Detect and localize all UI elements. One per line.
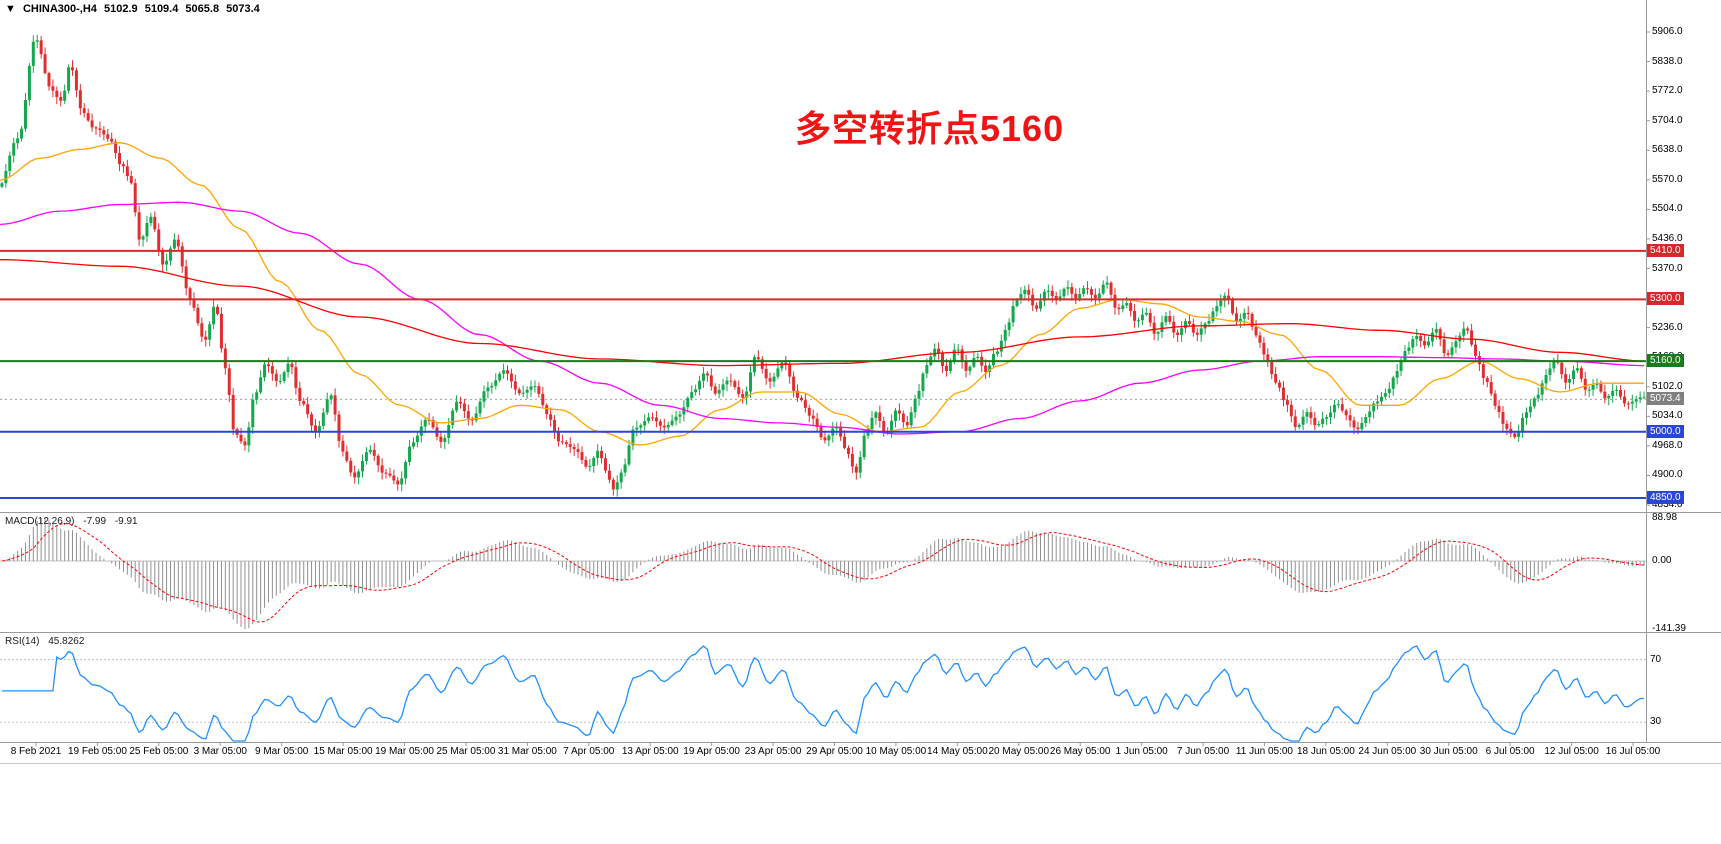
rsi-value: 45.8262	[48, 636, 85, 647]
macd-indicator-label: MACD(12,26,9) -7.99 -9.91	[5, 516, 144, 527]
ohlc-high: 5109.4	[144, 3, 179, 15]
symbol-marker-icon: ▼	[5, 3, 16, 15]
macd-signal-value: -9.91	[114, 516, 138, 527]
macd-name: MACD(12,26,9)	[5, 516, 75, 527]
rsi-panel[interactable]	[0, 633, 1646, 741]
rsi-name: RSI(14)	[5, 636, 40, 647]
time-axis[interactable]	[0, 742, 1646, 764]
rsi-indicator-label: RSI(14) 45.8262	[5, 636, 90, 647]
macd-panel[interactable]	[0, 513, 1646, 631]
main-chart-panel[interactable]	[0, 0, 1646, 511]
symbol-name: CHINA300-,H4	[22, 3, 97, 15]
ohlc-open: 5102.9	[103, 3, 138, 15]
price-axis[interactable]	[1646, 0, 1721, 742]
ohlc-low: 5065.8	[185, 3, 220, 15]
ohlc-close: 5073.4	[226, 3, 260, 15]
symbol-ohlc-header: ▼ CHINA300-,H4 5102.9 5109.4 5065.8 5073…	[5, 3, 264, 15]
macd-main-value: -7.99	[83, 516, 107, 527]
chart-annotation-text[interactable]: 多空转折点5160	[795, 108, 1065, 149]
